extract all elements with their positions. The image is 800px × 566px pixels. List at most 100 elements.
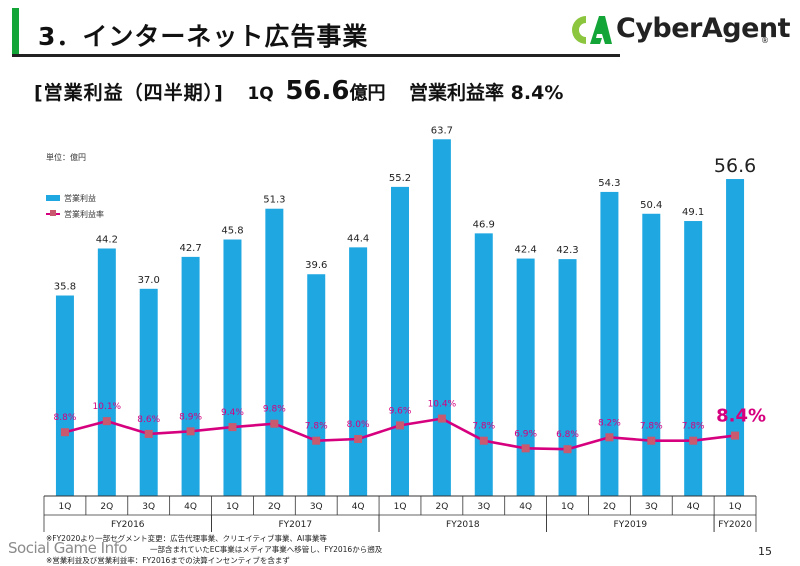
margin-value-label: 9.6% — [389, 406, 412, 416]
margin-value-label: 6.8% — [556, 430, 579, 440]
bar-value-label: 51.3 — [263, 195, 285, 206]
bar — [55, 295, 74, 496]
x-tick-label: 1Q — [561, 502, 574, 512]
bar — [139, 288, 158, 496]
footnote-1: ※FY2020より一部セグメント変更：広告代理事業、クリエイティブ事業、AI事業… — [46, 534, 327, 543]
bar-value-label: 42.3 — [556, 245, 578, 256]
bar — [726, 179, 745, 497]
bar-value-label: 46.9 — [473, 219, 495, 230]
x-tick-label: 3Q — [142, 502, 155, 512]
margin-value-label: 10.1% — [93, 402, 122, 412]
margin-point — [731, 431, 740, 440]
bar — [391, 186, 409, 496]
bar — [558, 259, 577, 496]
x-tick-label: 3Q — [477, 502, 490, 512]
bar — [516, 258, 535, 496]
legend-bar-label: 営業利益 — [64, 193, 96, 203]
bar-value-label: 45.8 — [221, 226, 243, 237]
logo-wordmark: CyberAgent — [616, 13, 791, 44]
margin-point — [102, 417, 111, 426]
margin-point — [396, 421, 404, 430]
bar-value-label: 54.3 — [598, 178, 620, 189]
x-tick-label: 2Q — [435, 502, 448, 512]
x-tick-label: 4Q — [687, 502, 700, 512]
headline-quarter: 1Q — [247, 84, 274, 104]
margin-value-label: 10.4% — [428, 400, 457, 410]
cyberagent-logo: CyberAgent ® — [566, 10, 791, 52]
bar — [684, 221, 703, 497]
x-tick-label: 3Q — [645, 502, 658, 512]
margin-value-label: 8.9% — [179, 412, 202, 422]
title-underline — [12, 54, 620, 57]
margin-value-label: 7.8% — [682, 422, 705, 432]
margin-value-label: 8.2% — [598, 418, 621, 428]
margin-value-label: 7.8% — [472, 422, 495, 432]
margin-point — [228, 423, 237, 432]
bar — [600, 191, 619, 497]
title-accent-bar — [12, 8, 19, 54]
bar-value-label: 49.1 — [682, 207, 704, 218]
bar — [432, 139, 451, 496]
margin-point — [312, 436, 321, 445]
margin-point — [521, 444, 530, 453]
margin-value-label: 7.8% — [305, 422, 328, 432]
footnote-2: 一部含まれていたEC事業はメディア事業へ移管し、FY2016から遡及 — [150, 545, 383, 554]
margin-point — [647, 436, 656, 445]
x-tick-label: 2Q — [100, 502, 113, 512]
fiscal-year-label: FY2017 — [278, 520, 312, 530]
legend-bar-swatch — [46, 195, 60, 201]
x-tick-label: 4Q — [352, 502, 365, 512]
margin-point — [479, 436, 488, 445]
margin-point — [144, 429, 153, 438]
margin-value-label: 7.8% — [640, 422, 663, 432]
bar-value-label: 39.6 — [305, 260, 327, 271]
x-tick-label: 2Q — [268, 502, 281, 512]
bar-value-label: 42.7 — [179, 243, 201, 254]
bar — [474, 233, 493, 497]
margin-value-label: 9.8% — [263, 405, 286, 415]
margin-point — [605, 433, 614, 442]
margin-point — [689, 436, 698, 445]
fiscal-year-label: FY2020 — [718, 520, 752, 530]
x-tick-label: 1Q — [59, 502, 72, 512]
footnote-3: ※営業利益及び営業利益率：FY2016までの決算インセンティブを含まず — [46, 556, 290, 565]
margin-value-label: 8.4% — [716, 406, 766, 427]
page-title: 3．インターネット広告事業 — [38, 22, 369, 51]
fiscal-year-label: FY2018 — [446, 520, 480, 530]
watermark: Social Game Info — [8, 539, 128, 557]
legend-item-bar: 営業利益 — [46, 190, 104, 206]
margin-point — [563, 445, 572, 454]
legend-item-line: 営業利益率 — [46, 206, 104, 222]
legend-line-swatch — [46, 210, 60, 216]
bar — [642, 213, 661, 496]
bar — [265, 208, 284, 496]
x-tick-label: 1Q — [394, 502, 407, 512]
margin-value-label: 8.6% — [137, 415, 160, 425]
bar-value-label: 35.8 — [54, 282, 76, 293]
bar-value-label: 44.4 — [347, 233, 369, 244]
x-tick-label: 3Q — [310, 502, 323, 512]
bar-value-label: 56.6 — [714, 155, 756, 177]
bar-value-label: 37.0 — [138, 275, 160, 286]
legend-line-label: 営業利益率 — [64, 209, 104, 219]
bar-value-label: 55.2 — [389, 173, 411, 184]
x-tick-label: 1Q — [729, 502, 742, 512]
x-tick-label: 2Q — [603, 502, 616, 512]
bar — [349, 247, 368, 496]
margin-value-label: 8.8% — [54, 413, 77, 423]
bar-value-label: 44.2 — [96, 234, 118, 245]
x-tick-label: 1Q — [226, 502, 239, 512]
x-tick-label: 4Q — [184, 502, 197, 512]
page-number: 15 — [758, 545, 772, 558]
title-bar: 3．インターネット広告事業 — [12, 8, 620, 57]
margin-point — [270, 419, 279, 428]
headline: [営業利益（四半期）] 1Q 56.6億円 営業利益率 8.4% — [34, 76, 563, 106]
headline-label: [営業利益（四半期）] — [34, 82, 224, 104]
bar — [307, 274, 326, 496]
logo-registered-mark: ® — [761, 36, 769, 45]
bar-value-label: 63.7 — [431, 125, 453, 136]
fiscal-year-label: FY2019 — [614, 520, 648, 530]
margin-point — [437, 414, 446, 423]
margin-point — [186, 427, 195, 436]
